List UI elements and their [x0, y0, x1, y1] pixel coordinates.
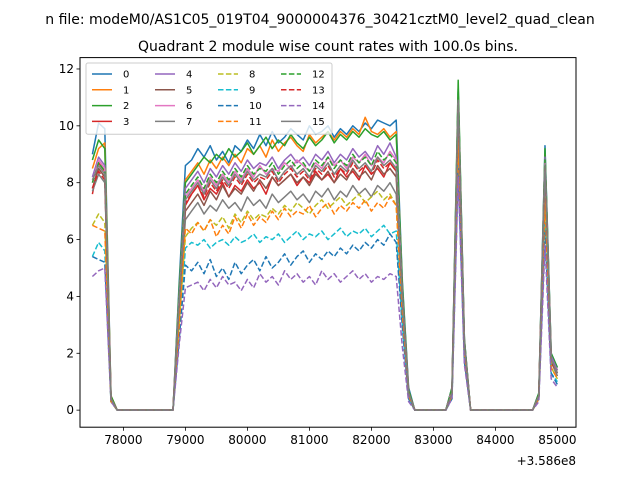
legend-label-8: 8 [249, 70, 255, 81]
y-axis: 0 2 4 6 8 10 12 [59, 62, 80, 417]
series-line-15 [91, 99, 559, 411]
legend-label-7: 7 [186, 117, 192, 128]
x-tick-label: 79000 [166, 433, 204, 447]
legend-label-6: 6 [186, 101, 192, 112]
x-tick-label: 83000 [414, 433, 452, 447]
x-tick-label: 85000 [538, 433, 576, 447]
y-tick-label: 4 [66, 289, 74, 303]
series-line-14 [91, 176, 559, 411]
x-axis-offset-label: +3.586e8 [517, 454, 576, 468]
legend-label-3: 3 [123, 117, 129, 128]
legend-label-2: 2 [123, 101, 129, 112]
x-axis: 78000 79000 80000 81000 82000 83000 84000 85000 [104, 427, 576, 447]
plot-area [91, 79, 559, 411]
legend-box [85, 62, 333, 135]
x-tick-label: 84000 [476, 433, 514, 447]
legend-label-13: 13 [312, 85, 325, 96]
figure-suptitle: n file: modeM0/AS1C05_019T04_9000004376_… [45, 12, 594, 28]
legend-label-4: 4 [186, 70, 192, 81]
y-tick-label: 6 [66, 233, 74, 247]
y-tick-label: 2 [66, 346, 74, 360]
y-tick-label: 12 [59, 62, 74, 76]
x-tick-label: 80000 [228, 433, 266, 447]
legend-label-14: 14 [312, 101, 325, 112]
legend-label-5: 5 [186, 85, 192, 96]
legend-label-0: 0 [123, 70, 129, 81]
x-tick-label: 81000 [290, 433, 328, 447]
legend-label-15: 15 [312, 117, 325, 128]
legend-label-12: 12 [312, 70, 325, 81]
chart-title: Quadrant 2 module wise count rates with … [138, 39, 518, 55]
legend-label-1: 1 [123, 85, 129, 96]
y-tick-label: 10 [59, 119, 74, 133]
x-tick-label: 82000 [352, 433, 390, 447]
legend-label-9: 9 [249, 85, 255, 96]
y-tick-label: 8 [66, 176, 74, 190]
legend-label-11: 11 [249, 117, 262, 128]
axes-frame [79, 57, 577, 428]
x-tick-label: 78000 [104, 433, 142, 447]
y-tick-label: 0 [66, 403, 74, 417]
legend-label-10: 10 [249, 101, 262, 112]
